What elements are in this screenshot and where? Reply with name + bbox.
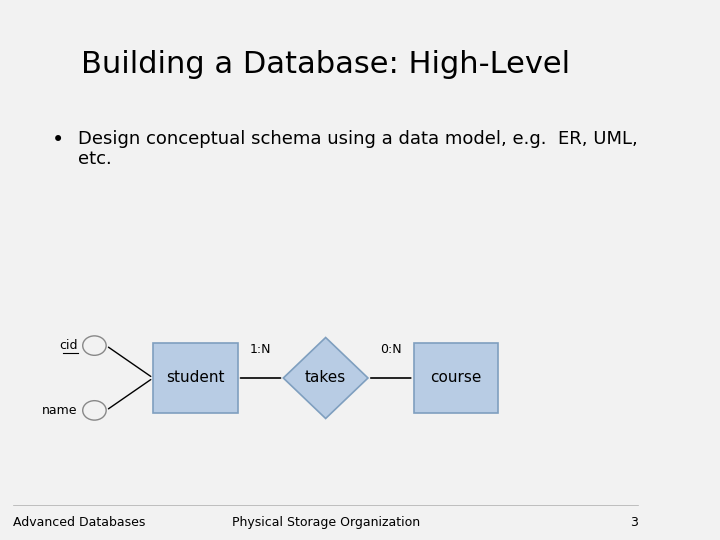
FancyBboxPatch shape [153, 343, 238, 413]
Text: Design conceptual schema using a data model, e.g.  ER, UML,
etc.: Design conceptual schema using a data mo… [78, 130, 638, 168]
Text: 1:N: 1:N [250, 343, 271, 356]
Text: •: • [52, 130, 64, 150]
Text: name: name [42, 404, 78, 417]
Text: course: course [431, 370, 482, 386]
FancyBboxPatch shape [413, 343, 498, 413]
Text: student: student [166, 370, 225, 386]
Text: Building a Database: High-Level: Building a Database: High-Level [81, 50, 570, 79]
Text: 3: 3 [631, 516, 638, 529]
Text: Physical Storage Organization: Physical Storage Organization [232, 516, 420, 529]
Text: Advanced Databases: Advanced Databases [13, 516, 145, 529]
Text: 0:N: 0:N [380, 343, 402, 356]
Text: takes: takes [305, 370, 346, 386]
Polygon shape [283, 338, 368, 418]
Circle shape [83, 336, 106, 355]
Circle shape [83, 401, 106, 420]
Text: cid: cid [59, 339, 78, 352]
